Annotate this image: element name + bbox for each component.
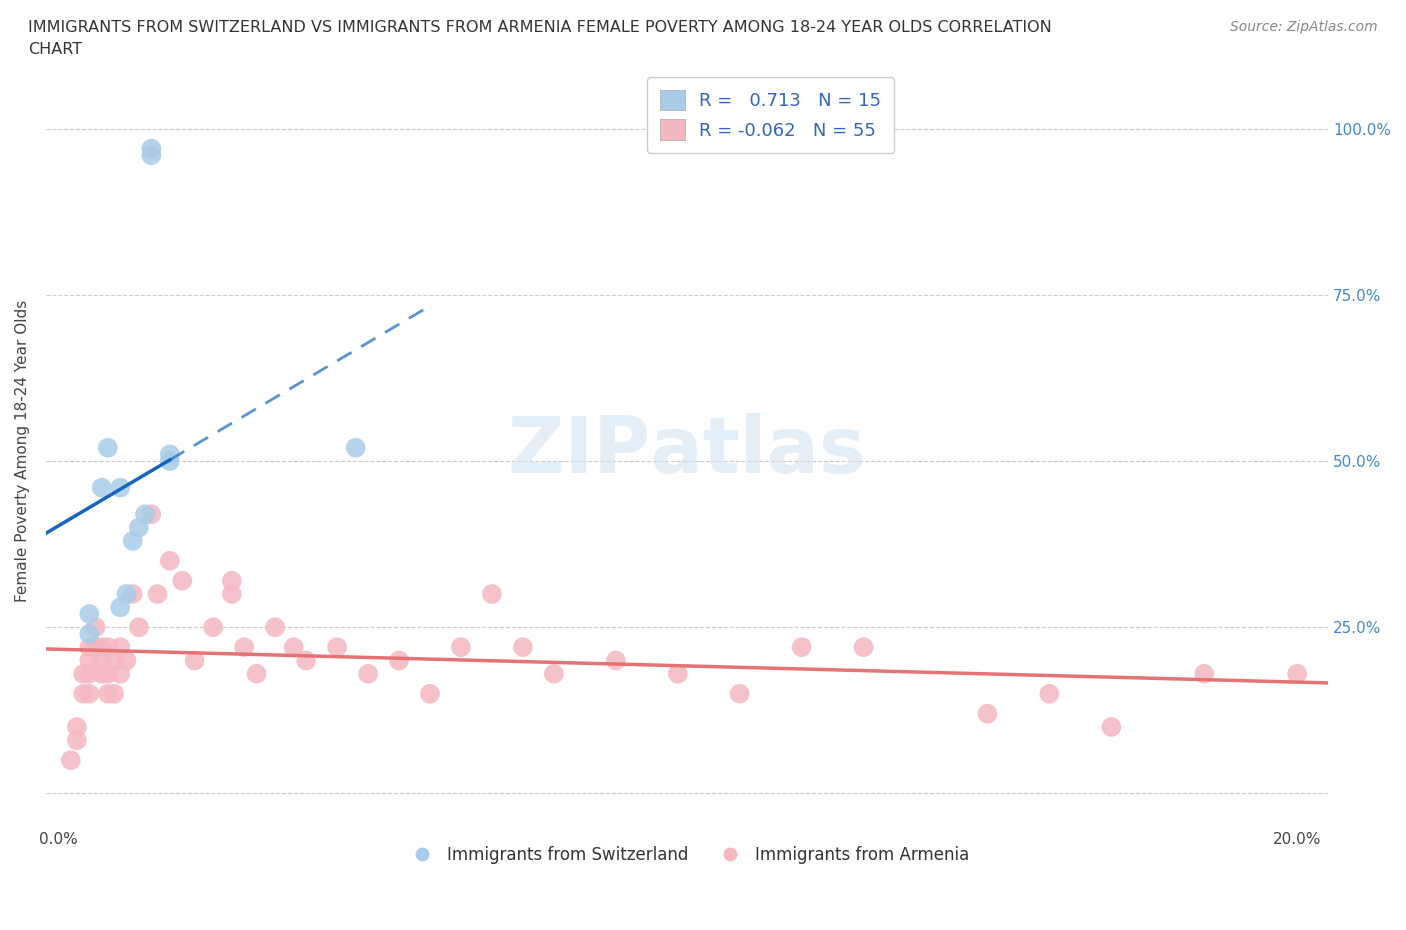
Point — [79, 606, 101, 621]
Point — [79, 667, 101, 682]
Point — [115, 587, 138, 602]
Point — [110, 640, 132, 655]
Text: ZIP​atlas: ZIP​atlas — [509, 413, 866, 489]
Y-axis label: Female Poverty Among 18-24 Year Olds: Female Poverty Among 18-24 Year Olds — [15, 300, 30, 603]
Point — [97, 440, 120, 455]
Point — [852, 640, 875, 655]
Point — [90, 640, 112, 655]
Point — [344, 440, 367, 455]
Point — [233, 640, 256, 655]
Point — [172, 573, 194, 588]
Point — [357, 667, 380, 682]
Point — [72, 667, 94, 682]
Text: CHART: CHART — [28, 42, 82, 57]
Point — [79, 686, 101, 701]
Point — [326, 640, 349, 655]
Point — [128, 520, 150, 535]
Point — [419, 686, 441, 701]
Point — [221, 587, 243, 602]
Point — [97, 640, 120, 655]
Point — [110, 480, 132, 495]
Point — [388, 653, 411, 668]
Point — [1099, 720, 1122, 735]
Text: Source: ZipAtlas.com: Source: ZipAtlas.com — [1230, 20, 1378, 34]
Point — [283, 640, 305, 655]
Point — [202, 619, 225, 634]
Point — [79, 627, 101, 642]
Point — [121, 534, 143, 549]
Point — [666, 667, 689, 682]
Point — [159, 454, 181, 469]
Point — [450, 640, 472, 655]
Point — [1194, 667, 1216, 682]
Point — [72, 686, 94, 701]
Point — [976, 706, 998, 721]
Point — [90, 480, 112, 495]
Point — [66, 720, 89, 735]
Point — [66, 733, 89, 748]
Point — [103, 653, 125, 668]
Point — [84, 640, 107, 655]
Point — [221, 573, 243, 588]
Point — [121, 587, 143, 602]
Point — [146, 587, 169, 602]
Point — [1286, 667, 1309, 682]
Point — [97, 686, 120, 701]
Point — [790, 640, 813, 655]
Point — [90, 667, 112, 682]
Point — [295, 653, 318, 668]
Point — [103, 686, 125, 701]
Point — [605, 653, 627, 668]
Point — [543, 667, 565, 682]
Point — [728, 686, 751, 701]
Point — [97, 667, 120, 682]
Point — [90, 653, 112, 668]
Point — [84, 619, 107, 634]
Point — [141, 148, 163, 163]
Point — [115, 653, 138, 668]
Point — [159, 447, 181, 462]
Point — [59, 752, 82, 767]
Point — [79, 640, 101, 655]
Point — [264, 619, 287, 634]
Point — [79, 653, 101, 668]
Point — [110, 667, 132, 682]
Text: IMMIGRANTS FROM SWITZERLAND VS IMMIGRANTS FROM ARMENIA FEMALE POVERTY AMONG 18-2: IMMIGRANTS FROM SWITZERLAND VS IMMIGRANT… — [28, 20, 1052, 35]
Point — [128, 619, 150, 634]
Point — [1038, 686, 1060, 701]
Point — [134, 507, 156, 522]
Point — [141, 507, 163, 522]
Point — [512, 640, 534, 655]
Point — [183, 653, 205, 668]
Legend: Immigrants from Switzerland, Immigrants from Armenia: Immigrants from Switzerland, Immigrants … — [398, 840, 976, 871]
Point — [245, 667, 267, 682]
Point — [110, 600, 132, 615]
Point — [141, 141, 163, 156]
Point — [159, 553, 181, 568]
Point — [481, 587, 503, 602]
